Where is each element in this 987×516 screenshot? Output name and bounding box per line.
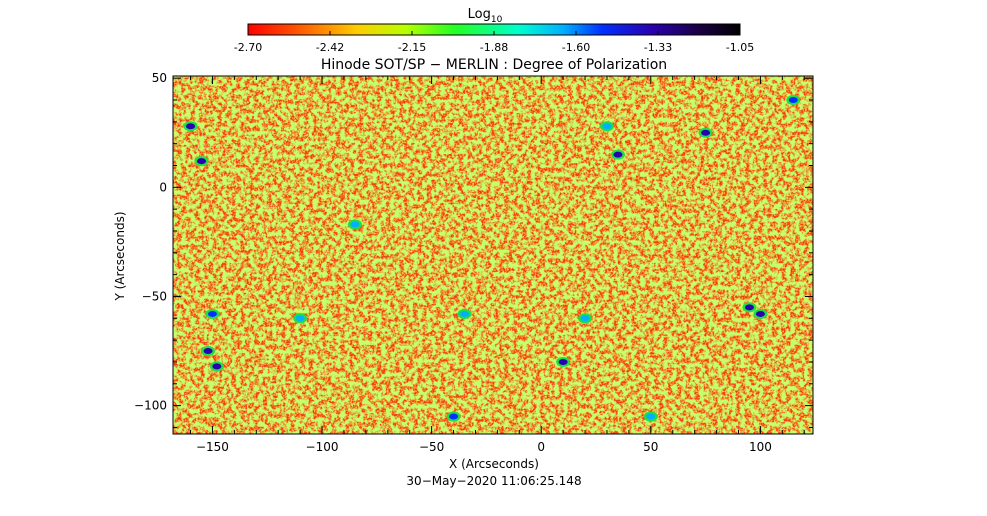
y-tick-label: −100 <box>134 399 167 413</box>
x-tick-label: −50 <box>419 440 444 454</box>
colorbar-ticks: -2.70 -2.42 -2.15 -1.88 -1.60 -1.33 -1.05 <box>234 31 754 54</box>
y-axis: −100 −50 0 50 <box>134 71 813 428</box>
feature-core <box>580 315 590 322</box>
heatmap-features <box>183 95 801 422</box>
colorbar-tick-label: -1.05 <box>726 41 754 54</box>
x-tick-label: 100 <box>749 440 772 454</box>
x-tick-label: 0 <box>537 440 545 454</box>
feature-core <box>744 304 754 311</box>
colorbar-tick-label: -2.70 <box>234 41 262 54</box>
plot-area <box>173 76 813 434</box>
feature-core <box>449 413 459 420</box>
y-tick-label: −50 <box>142 289 167 303</box>
colorbar-tick-label: -1.60 <box>562 41 590 54</box>
colorbar-tick-label: -2.15 <box>398 41 426 54</box>
feature-core <box>460 310 470 317</box>
colorbar-tick-label: -1.33 <box>644 41 672 54</box>
plot-frame <box>172 75 814 435</box>
y-tick-label: 0 <box>159 180 167 194</box>
colorbar-tick-label: -2.42 <box>316 41 344 54</box>
feature-core <box>196 158 206 165</box>
feature-core <box>186 123 196 130</box>
feature-core <box>207 310 217 317</box>
x-tick-label: −100 <box>306 440 339 454</box>
feature-core <box>558 358 568 365</box>
feature-core <box>602 123 612 130</box>
feature-core <box>701 129 711 136</box>
feature-core <box>646 413 656 420</box>
y-axis-label: Y (Arcseconds) <box>113 211 127 301</box>
feature-core <box>755 310 765 317</box>
x-axis-label: X (Arcseconds) <box>449 457 539 471</box>
feature-core <box>203 348 213 355</box>
feature-core <box>350 221 360 228</box>
timestamp-label: 30−May−2020 11:06:25.148 <box>406 474 581 488</box>
colorbar: Log10 -2.70 -2.42 -2.15 -1.88 -1.60 -1.33 -1.0… <box>234 7 754 54</box>
x-tick-label: −150 <box>196 440 229 454</box>
y-tick-label: 50 <box>152 71 167 85</box>
feature-core <box>212 363 222 370</box>
feature-core <box>788 97 798 104</box>
colorbar-tick-label: -1.88 <box>480 41 508 54</box>
chart-title: Hinode SOT/SP − MERLIN : Degree of Polar… <box>321 57 667 73</box>
colorbar-title: Log10 <box>468 7 503 25</box>
feature-core <box>295 315 305 322</box>
x-tick-label: 50 <box>643 440 658 454</box>
x-axis: −150 −100 −50 0 50 100 <box>190 76 805 454</box>
heatmap-texture-coarse <box>173 76 813 434</box>
feature-core <box>613 151 623 158</box>
